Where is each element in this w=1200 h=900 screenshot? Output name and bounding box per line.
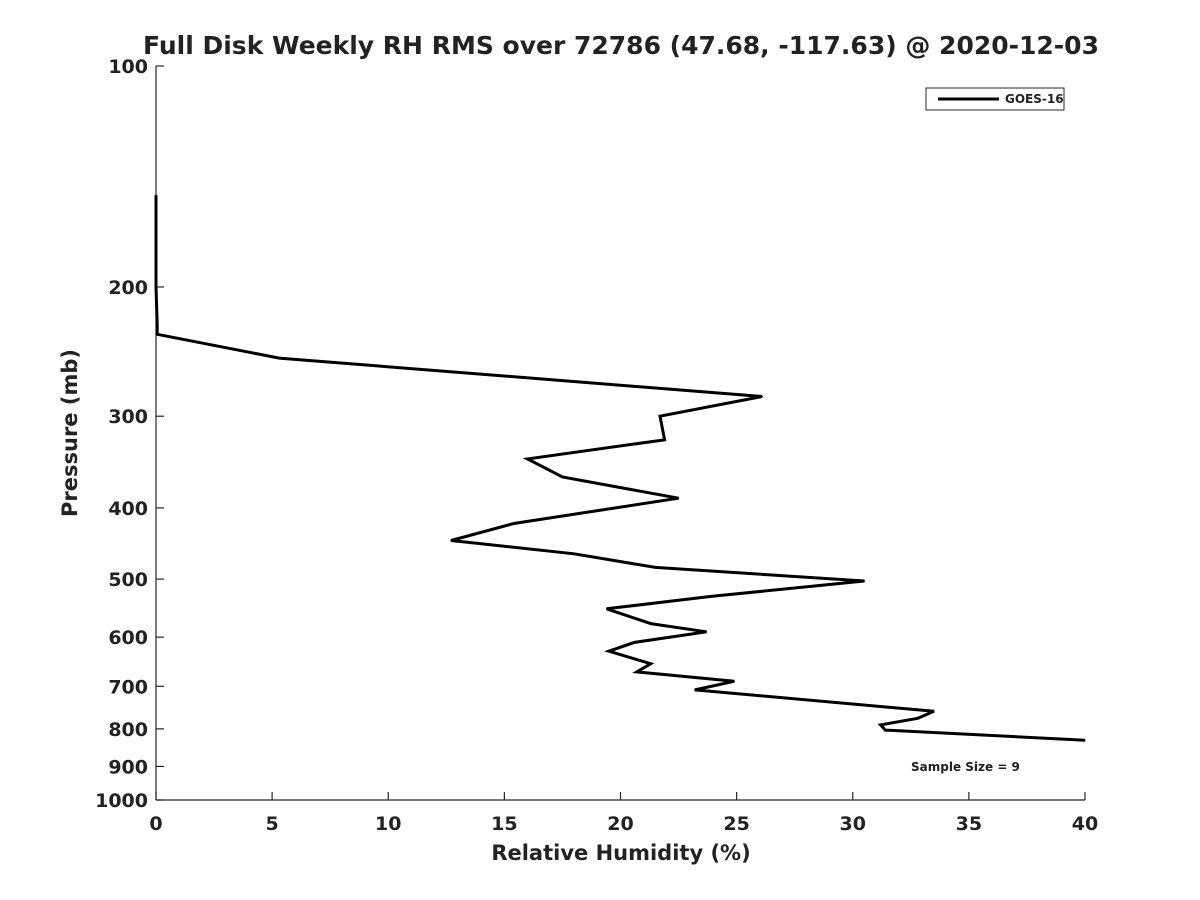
data-point-goes-16: [650, 663, 652, 665]
data-point-goes-16: [650, 623, 652, 625]
data-point-goes-16: [155, 194, 157, 196]
data-point-goes-16: [573, 553, 575, 555]
sample-size-annotation: Sample Size = 9: [911, 760, 1020, 774]
y-tick-label: 200: [108, 277, 148, 299]
data-point-goes-16: [278, 357, 280, 359]
legend: GOES-16: [925, 87, 1065, 111]
y-tick-label: 700: [108, 676, 148, 698]
x-tick-label: 30: [840, 813, 866, 835]
x-axis-ticks: 0 5 10 15 20 25 30 35 40: [149, 792, 1098, 835]
data-point-goes-16: [450, 539, 452, 542]
data-point-goes-16: [561, 476, 564, 478]
data-point-goes-16: [1084, 739, 1086, 741]
data-point-goes-16: [156, 333, 158, 335]
x-tick-label: 25: [723, 813, 749, 835]
y-tick-label: 300: [108, 406, 148, 428]
series-line-goes-16: [154, 195, 1086, 742]
data-point-goes-16: [606, 608, 608, 610]
data-point-goes-16: [636, 671, 638, 673]
x-tick-label: 20: [607, 813, 633, 835]
data-point-goes-16: [664, 439, 666, 441]
y-axis-ticks: 100 200 300 400 500 600 700 800 900 1000: [95, 56, 164, 812]
x-axis-label: Relative Humidity (%): [491, 841, 750, 865]
data-point-goes-16: [880, 724, 882, 726]
data-point-goes-16: [155, 286, 157, 288]
data-point-goes-16: [527, 458, 529, 460]
data-point-goes-16: [761, 395, 763, 398]
data-point-goes-16: [678, 497, 680, 499]
data-point-goes-16: [733, 680, 735, 682]
data-point-goes-16: [917, 717, 919, 719]
data-point-goes-16: [710, 595, 712, 598]
y-tick-label: 1000: [95, 790, 148, 812]
data-point-goes-16: [933, 710, 935, 712]
data-point-goes-16: [633, 641, 636, 644]
data-point-goes-16: [155, 243, 157, 245]
x-tick-label: 10: [375, 813, 401, 835]
data-point-goes-16: [659, 415, 661, 417]
data-point-goes-16: [513, 522, 515, 525]
x-tick-label: 35: [956, 813, 982, 835]
y-tick-label: 500: [108, 569, 148, 591]
data-point-goes-16: [694, 689, 696, 691]
y-tick-label: 600: [108, 627, 148, 649]
data-point-goes-16: [705, 631, 708, 633]
x-tick-label: 15: [491, 813, 517, 835]
x-tick-label: 0: [149, 813, 162, 835]
data-point-goes-16: [863, 580, 866, 582]
x-tick-label: 40: [1072, 813, 1098, 835]
series-layer: [154, 194, 1086, 742]
data-point-goes-16: [884, 729, 886, 731]
y-tick-label: 800: [108, 719, 148, 741]
y-tick-label: 900: [108, 756, 148, 778]
plot-area: 0 5 10 15 20 25 30 35 40 100 200 300 400 500 600 700 80…: [95, 56, 1098, 835]
y-tick-label: 400: [108, 498, 148, 520]
y-tick-label: 100: [108, 56, 148, 78]
legend-entry-goes-16: GOES-16: [1005, 92, 1064, 106]
y-axis-label: Pressure (mb): [58, 349, 82, 517]
x-tick-label: 5: [266, 813, 279, 835]
data-point-goes-16: [608, 650, 610, 652]
chart-title: Full Disk Weekly RH RMS over 72786 (47.6…: [143, 31, 1099, 60]
data-point-goes-16: [156, 323, 158, 326]
data-point-goes-16: [654, 566, 656, 569]
